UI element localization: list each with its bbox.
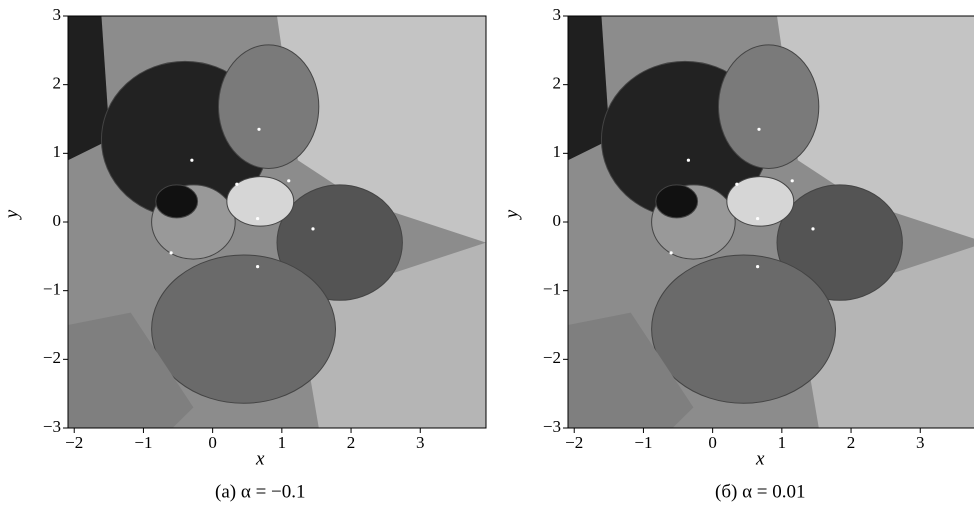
- y-tick-label: −3: [43, 417, 61, 436]
- y-tick-label: 1: [553, 142, 562, 161]
- fixed-point: [311, 227, 314, 230]
- fixed-point: [235, 183, 238, 186]
- fixed-point: [757, 128, 760, 131]
- x-tick-label: 0: [708, 433, 717, 452]
- x-tick-label: −2: [565, 433, 583, 452]
- x-tick-label: 0: [208, 433, 217, 452]
- x-tick-label: 2: [847, 433, 856, 452]
- plot-area: [68, 16, 486, 428]
- fixed-point: [256, 265, 259, 268]
- x-tick-label: 1: [278, 433, 287, 452]
- y-tick-label: 3: [553, 5, 562, 24]
- y-tick-label: 3: [53, 5, 62, 24]
- fixed-point: [687, 159, 690, 162]
- y-tick-label: 0: [53, 211, 62, 230]
- y-tick-label: −1: [543, 280, 561, 299]
- x-tick-label: −1: [134, 433, 152, 452]
- x-tick-label: 1: [778, 433, 787, 452]
- basin: [656, 185, 698, 218]
- y-tick-label: 2: [553, 74, 562, 93]
- fixed-point: [756, 217, 759, 220]
- fixed-point: [170, 251, 173, 254]
- x-tick-label: 2: [347, 433, 356, 452]
- fixed-point: [287, 179, 290, 182]
- basin: [156, 185, 198, 218]
- y-tick-label: −1: [43, 280, 61, 299]
- fixed-point: [257, 128, 260, 131]
- plot-area: [568, 16, 974, 428]
- fixed-point: [791, 179, 794, 182]
- figure: −2−10123−3−2−10123xy(а) α = −0.1−2−10123…: [0, 0, 974, 516]
- x-tick-label: 3: [916, 433, 925, 452]
- x-tick-label: −2: [65, 433, 83, 452]
- fixed-point: [811, 227, 814, 230]
- x-tick-label: −1: [634, 433, 652, 452]
- x-axis-label: x: [255, 448, 265, 469]
- basin: [218, 45, 318, 169]
- x-tick-label: 3: [416, 433, 425, 452]
- caption: (б) α = 0.01: [715, 481, 806, 502]
- fixed-point: [256, 217, 259, 220]
- basin: [652, 255, 836, 403]
- y-tick-label: −2: [43, 348, 61, 367]
- y-tick-label: −3: [543, 417, 561, 436]
- y-tick-label: 1: [53, 142, 62, 161]
- x-axis-label: x: [755, 448, 765, 469]
- caption: (а) α = −0.1: [215, 481, 305, 502]
- fixed-point: [190, 159, 193, 162]
- basin: [718, 45, 818, 169]
- y-axis-label: y: [1, 209, 22, 220]
- y-tick-label: −2: [543, 348, 561, 367]
- fixed-point: [735, 183, 738, 186]
- fixed-point: [670, 251, 673, 254]
- fixed-point: [756, 265, 759, 268]
- y-tick-label: 0: [553, 211, 562, 230]
- y-tick-label: 2: [53, 74, 62, 93]
- basin: [152, 255, 336, 403]
- y-axis-label: y: [501, 209, 522, 220]
